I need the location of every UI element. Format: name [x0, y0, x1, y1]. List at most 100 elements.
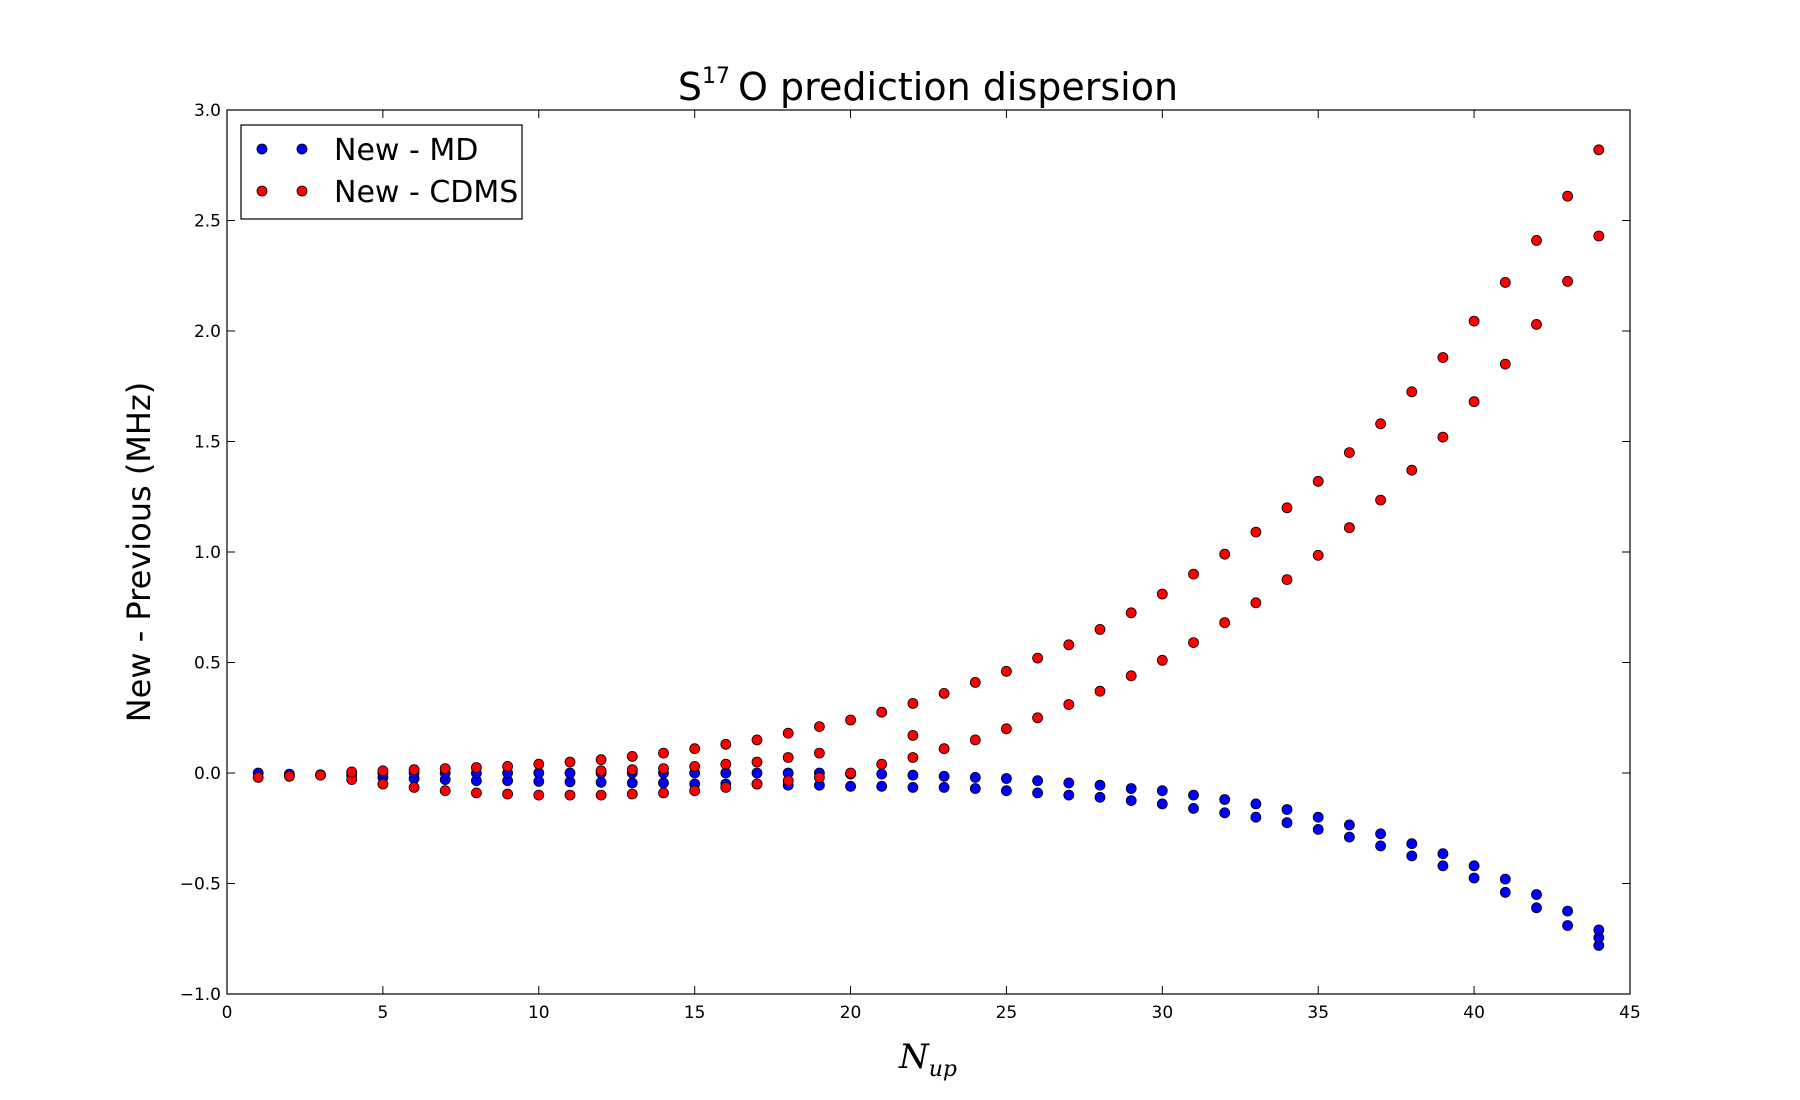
data-point-md — [907, 782, 919, 793]
data-point-cdms — [1063, 699, 1075, 710]
data-point-cdms — [907, 730, 919, 741]
data-point-cdms — [502, 761, 514, 772]
data-point-cdms — [626, 788, 638, 800]
legend-box — [240, 124, 523, 220]
data-point-cdms — [315, 769, 326, 781]
x-tick-label: 40 — [1463, 1003, 1485, 1023]
data-point-cdms — [1562, 275, 1573, 287]
legend: New - MD New - CDMS — [240, 124, 523, 220]
data-point-md — [1468, 860, 1480, 872]
data-point-cdms — [1468, 315, 1480, 327]
chart-title: S17 O prediction dispersion — [678, 64, 1178, 109]
data-point-md — [1281, 817, 1293, 829]
data-point-cdms — [1499, 276, 1511, 288]
data-point-md — [938, 770, 950, 782]
data-point-cdms — [751, 756, 763, 768]
data-point-cdms — [1032, 652, 1043, 664]
data-point-cdms — [1094, 685, 1106, 697]
data-point-cdms — [1250, 597, 1262, 609]
data-point-cdms — [626, 764, 638, 776]
data-point-md — [1063, 777, 1075, 789]
data-point-md — [1032, 775, 1043, 787]
data-point-md — [1001, 785, 1012, 797]
data-point-cdms — [252, 772, 264, 783]
data-point-cdms — [1094, 624, 1106, 635]
x-tick-label: 15 — [684, 1003, 706, 1023]
data-point-md — [907, 769, 919, 781]
data-point-cdms — [1499, 358, 1511, 370]
data-point-cdms — [1375, 494, 1386, 506]
data-point-md — [595, 776, 607, 788]
data-point-cdms — [626, 751, 638, 762]
legend-label-cdms: New - CDMS — [334, 175, 518, 210]
data-point-cdms — [1406, 386, 1418, 398]
data-point-cdms — [1312, 475, 1324, 487]
y-tick-label: 1.0 — [194, 543, 221, 563]
data-point-cdms — [782, 775, 794, 787]
data-point-md — [845, 780, 856, 792]
points-layer — [252, 144, 1605, 951]
data-point-cdms — [595, 765, 607, 777]
data-point-cdms — [720, 758, 732, 770]
plot-area-frame — [226, 109, 1631, 995]
data-point-cdms — [658, 747, 669, 759]
data-point-cdms — [1375, 418, 1386, 430]
x-tick-label: 20 — [840, 1003, 862, 1023]
data-point-cdms — [1468, 396, 1480, 408]
data-point-cdms — [1281, 502, 1293, 514]
data-point-md — [1063, 789, 1075, 801]
data-point-cdms — [1312, 549, 1324, 561]
data-point-md — [1156, 798, 1168, 810]
data-point-cdms — [1063, 639, 1075, 651]
data-point-md — [1312, 811, 1324, 823]
data-point-cdms — [1219, 548, 1231, 560]
data-point-cdms — [564, 789, 576, 801]
data-point-cdms — [845, 767, 856, 779]
data-point-cdms — [658, 787, 669, 799]
data-point-cdms — [751, 778, 763, 790]
data-point-md — [1593, 924, 1605, 936]
chart-title-rest: O prediction dispersion — [738, 65, 1178, 109]
data-point-md — [1344, 831, 1355, 843]
y-tick-label: 1.5 — [194, 433, 221, 453]
data-point-cdms — [1188, 637, 1199, 648]
chart-title-sup: 17 — [702, 64, 730, 89]
ticks-layer: 0 5 10 15 20 25 30 35 40 45 −1.0 −0.5 0.0 0.5 1.0 1.5 2.… — [180, 101, 1641, 1023]
data-point-cdms — [1001, 665, 1012, 677]
y-tick-label: −0.5 — [180, 875, 221, 895]
data-point-cdms — [689, 761, 701, 772]
data-point-cdms — [751, 734, 763, 746]
data-point-md — [1250, 811, 1262, 823]
data-point-md — [1094, 791, 1106, 803]
legend-marker-cdms-1 — [256, 185, 268, 197]
data-point-cdms — [938, 688, 950, 699]
data-point-cdms — [689, 743, 701, 755]
data-point-cdms — [782, 727, 794, 739]
x-tick-label: 5 — [377, 1003, 388, 1023]
data-point-cdms — [439, 763, 451, 774]
y-tick-label: 2.0 — [194, 322, 221, 342]
data-point-md — [1281, 804, 1293, 815]
data-point-cdms — [845, 714, 856, 726]
data-point-cdms — [720, 738, 732, 750]
data-point-md — [1375, 828, 1386, 840]
legend-marker-md-1 — [256, 143, 268, 155]
legend-marker-cdms-2 — [296, 185, 308, 197]
data-point-cdms — [470, 787, 482, 799]
data-point-md — [1219, 794, 1231, 805]
y-tick-label: −1.0 — [180, 985, 221, 1005]
x-axis-label-base: N — [898, 1037, 930, 1077]
data-point-cdms — [1531, 234, 1542, 246]
data-point-cdms — [689, 785, 701, 797]
data-point-md — [1188, 803, 1199, 814]
data-point-cdms — [1593, 144, 1605, 156]
data-point-cdms — [907, 698, 919, 709]
data-point-md — [626, 777, 638, 789]
data-point-cdms — [907, 752, 919, 763]
data-point-md — [1406, 850, 1418, 862]
data-point-cdms — [283, 770, 295, 782]
data-point-cdms — [533, 758, 545, 770]
x-axis-label-sub: up — [929, 1057, 957, 1082]
data-point-cdms — [377, 778, 389, 790]
